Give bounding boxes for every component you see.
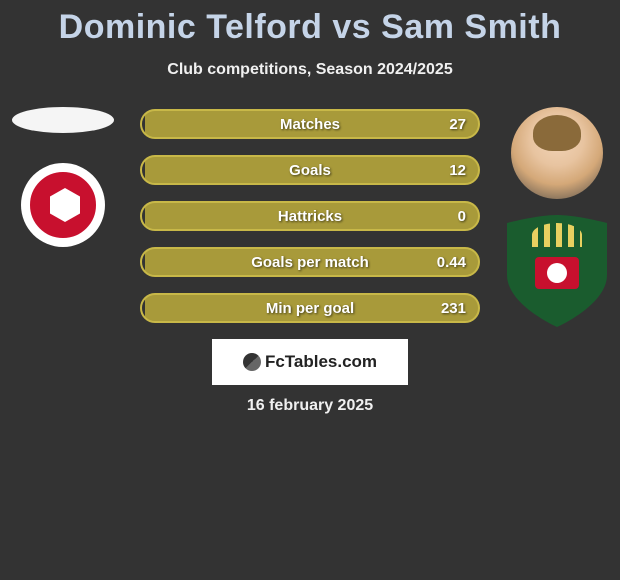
stat-value-right: 0.44 bbox=[437, 254, 466, 271]
stat-label: Goals per match bbox=[251, 254, 369, 271]
crest-wrexham-icon bbox=[507, 215, 607, 327]
left-player-column bbox=[8, 107, 118, 247]
infographic-root: Dominic Telford vs Sam Smith Club compet… bbox=[0, 0, 620, 415]
fctables-icon bbox=[243, 353, 261, 371]
right-player-column bbox=[502, 107, 612, 327]
brand-badge: FcTables.com bbox=[212, 339, 408, 385]
bar-left-fill bbox=[142, 111, 145, 137]
stat-row-goals-per-match: Goals per match 0.44 bbox=[140, 247, 480, 277]
crest-crawley-icon bbox=[30, 172, 96, 238]
stat-row-goals: Goals 12 bbox=[140, 155, 480, 185]
crest-feathers-icon bbox=[532, 223, 582, 247]
bar-left-fill bbox=[142, 295, 145, 321]
brand-text: FcTables.com bbox=[265, 352, 377, 372]
stat-value-right: 12 bbox=[449, 162, 466, 179]
stat-label: Goals bbox=[289, 162, 331, 179]
subtitle: Club competitions, Season 2024/2025 bbox=[0, 61, 620, 79]
player-left-avatar bbox=[12, 107, 114, 133]
stat-label: Min per goal bbox=[266, 300, 354, 317]
bar-left-fill bbox=[142, 249, 145, 275]
stat-value-right: 27 bbox=[449, 116, 466, 133]
content-area: Matches 27 Goals 12 Hattricks 0 Goals pe… bbox=[0, 107, 620, 415]
player-left-crest bbox=[21, 163, 105, 247]
stat-label: Matches bbox=[280, 116, 340, 133]
stat-row-hattricks: Hattricks 0 bbox=[140, 201, 480, 231]
page-title: Dominic Telford vs Sam Smith bbox=[0, 8, 620, 47]
player-right-avatar bbox=[511, 107, 603, 199]
bar-left-fill bbox=[142, 157, 145, 183]
date-label: 16 february 2025 bbox=[0, 397, 620, 415]
stat-label: Hattricks bbox=[278, 208, 342, 225]
stat-row-matches: Matches 27 bbox=[140, 109, 480, 139]
crest-ball-icon bbox=[547, 263, 567, 283]
stat-value-right: 0 bbox=[458, 208, 466, 225]
stat-value-right: 231 bbox=[441, 300, 466, 317]
stats-bars: Matches 27 Goals 12 Hattricks 0 Goals pe… bbox=[140, 107, 480, 323]
stat-row-min-per-goal: Min per goal 231 bbox=[140, 293, 480, 323]
player-right-crest bbox=[507, 215, 607, 327]
bar-left-fill bbox=[142, 203, 145, 229]
